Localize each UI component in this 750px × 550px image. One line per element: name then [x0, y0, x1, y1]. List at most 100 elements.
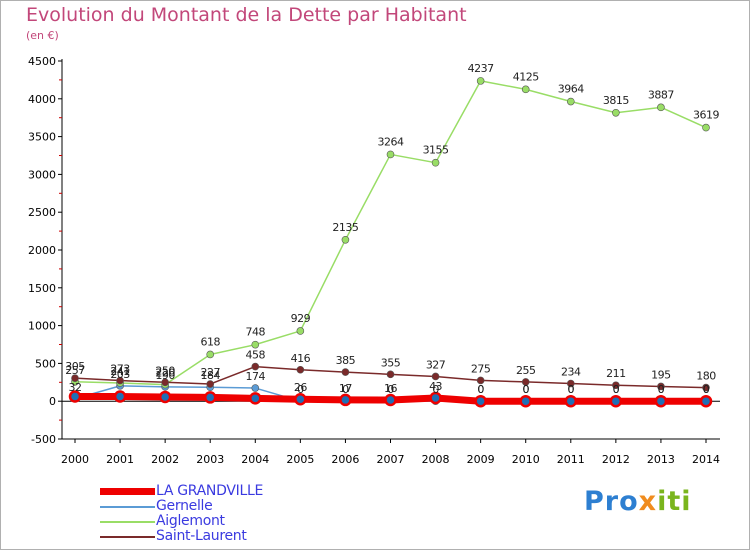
- data-label: 929: [291, 312, 311, 325]
- data-point: [657, 382, 665, 391]
- data-label: 255: [516, 364, 536, 377]
- data-point: [386, 150, 395, 159]
- x-tick-label: 2009: [467, 453, 495, 466]
- data-point: [116, 376, 124, 385]
- data-label: 3815: [603, 94, 629, 107]
- data-label: 241: [110, 365, 130, 378]
- logo-part: x: [638, 486, 658, 517]
- y-tick-label: 3500: [28, 131, 56, 144]
- x-tick-label: 2004: [241, 453, 269, 466]
- data-label: 4237: [468, 62, 494, 75]
- data-label: 273: [110, 363, 130, 376]
- data-label: 43: [429, 380, 442, 393]
- x-tick-label: 2014: [692, 453, 720, 466]
- data-point: [566, 379, 575, 388]
- data-point: [431, 158, 440, 167]
- data-label: 458: [246, 349, 266, 362]
- data-label: 3155: [423, 144, 449, 157]
- data-label: 416: [291, 352, 311, 365]
- data-label: 2135: [332, 221, 358, 234]
- data-point: [294, 392, 307, 406]
- axes: -500050010001500200025003000350040004500…: [28, 55, 720, 466]
- data-point: [429, 391, 442, 405]
- data-point: [521, 85, 530, 94]
- data-point: [702, 383, 710, 392]
- data-label: 174: [246, 370, 266, 383]
- data-label: 748: [246, 326, 266, 339]
- data-label: 0: [568, 383, 575, 396]
- x-tick-label: 2005: [286, 453, 314, 466]
- data-point: [206, 350, 215, 359]
- x-tick-label: 2010: [512, 453, 540, 466]
- data-point: [296, 365, 305, 374]
- data-label: 355: [381, 356, 401, 369]
- series-line: [74, 80, 707, 386]
- data-label: 4125: [513, 70, 539, 83]
- legend-label: Saint-Laurent: [156, 528, 247, 544]
- data-label: 275: [471, 362, 491, 375]
- legend-label: Aiglemont: [156, 513, 225, 529]
- x-tick-label: 2006: [331, 453, 359, 466]
- data-point: [612, 381, 620, 390]
- legend-swatch: [100, 521, 155, 523]
- data-point: [474, 394, 487, 408]
- data-label: 0: [297, 383, 304, 396]
- proxiti-logo: Proxiti: [584, 486, 692, 517]
- legend-label: Gernelle: [156, 498, 213, 514]
- data-point: [566, 97, 575, 106]
- data-point: [68, 390, 82, 403]
- data-label: 305: [65, 360, 85, 373]
- legend-swatch: [100, 506, 155, 508]
- data-point: [71, 374, 79, 382]
- x-tick-label: 2002: [151, 453, 179, 466]
- y-tick-label: 0: [49, 395, 56, 408]
- data-label: 0: [613, 383, 620, 396]
- data-label: 0: [477, 383, 484, 396]
- legend-swatch: [100, 536, 155, 538]
- x-tick-label: 2007: [377, 453, 405, 466]
- data-label: 0: [342, 383, 349, 396]
- data-point: [386, 370, 395, 379]
- data-point: [431, 372, 440, 381]
- data-label: 0: [703, 383, 710, 396]
- y-tick-label: 1500: [28, 282, 56, 295]
- y-tick-label: 500: [35, 357, 56, 370]
- data-point: [612, 108, 620, 117]
- data-label: 234: [561, 366, 581, 379]
- data-label: 250: [155, 364, 175, 377]
- data-point: [476, 77, 485, 85]
- data-point: [113, 390, 127, 403]
- logo-part: iti: [657, 486, 692, 517]
- x-tick-label: 2000: [61, 453, 89, 466]
- data-label: 3964: [558, 83, 584, 96]
- data-point: [251, 340, 260, 349]
- data-label: 3887: [648, 88, 674, 101]
- series-layer: [68, 77, 713, 408]
- data-label: 16: [384, 382, 397, 395]
- data-point: [341, 235, 350, 244]
- data-label: 3264: [378, 135, 404, 148]
- x-tick-label: 2013: [647, 453, 675, 466]
- data-point: [564, 394, 578, 408]
- data-label: 0: [658, 383, 665, 396]
- data-label: 257: [65, 364, 85, 377]
- data-label: 227: [200, 366, 220, 379]
- data-label: 184: [200, 369, 220, 382]
- data-label: 211: [606, 367, 626, 380]
- data-label: 0: [703, 383, 710, 396]
- x-tick-label: 2001: [106, 453, 134, 466]
- data-label: 0: [568, 383, 575, 396]
- y-tick-label: 3000: [28, 168, 56, 181]
- x-tick-label: 2008: [422, 453, 450, 466]
- y-tick-label: 4500: [28, 55, 56, 68]
- data-point: [654, 394, 668, 408]
- data-label: 0: [387, 383, 394, 396]
- data-label: 203: [110, 368, 130, 381]
- legend-label: LA GRANDVILLE: [156, 483, 263, 499]
- data-point: [251, 384, 260, 392]
- logo-part: Pro: [584, 486, 639, 517]
- data-point: [158, 390, 172, 404]
- data-label: 0: [613, 383, 620, 396]
